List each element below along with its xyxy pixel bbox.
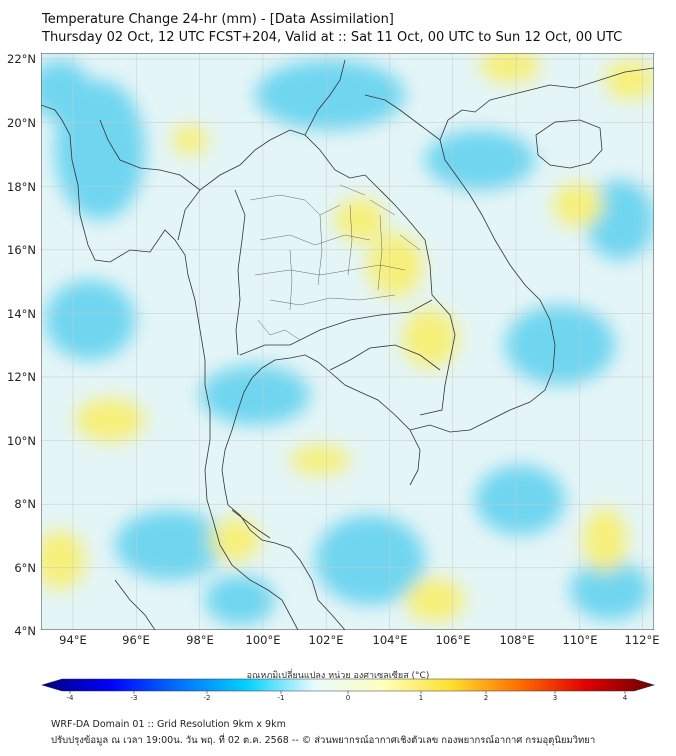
colorbar-tick: 0: [345, 694, 351, 702]
colorbar: [40, 678, 656, 694]
lon-label-104e: 104°E: [372, 633, 408, 647]
lon-label-108e: 108°E: [499, 633, 535, 647]
lat-label-20n: 20°N: [7, 116, 36, 130]
colorbar-tick: -2: [203, 694, 211, 702]
lat-label-6n: 6°N: [14, 561, 36, 575]
lon-label-110e: 110°E: [562, 633, 598, 647]
lon-label-102e: 102°E: [308, 633, 344, 647]
graticule: [41, 53, 654, 630]
lat-label-14n: 14°N: [7, 307, 36, 321]
colorbar-bar: [40, 678, 656, 692]
lat-label-22n: 22°N: [7, 52, 36, 66]
colorbar-tick: 1: [418, 694, 424, 702]
lon-label-100e: 100°E: [245, 633, 281, 647]
lat-label-8n: 8°N: [14, 497, 36, 511]
coastline-and-borders: [41, 59, 654, 630]
map-subtitle: Thursday 02 Oct, 12 UTC FCST+204, Valid …: [42, 30, 623, 45]
lat-label-12n: 12°N: [7, 370, 36, 384]
colorbar-tick: 3: [552, 694, 558, 702]
lon-label-106e: 106°E: [435, 633, 471, 647]
lat-label-10n: 10°N: [7, 434, 36, 448]
colorbar-title: อุณหภูมิเปลี่ยนแปลง หน่วย องศาเซลเซียส (…: [246, 671, 430, 681]
lat-label-18n: 18°N: [7, 180, 36, 194]
colorbar-tick: 4: [622, 694, 628, 702]
colorbar-tick: -1: [277, 694, 285, 702]
footer-model-info: WRF-DA Domain 01 :: Grid Resolution 9km …: [51, 719, 286, 730]
lon-label-98e: 98°E: [186, 633, 214, 647]
colorbar-tick: -4: [66, 694, 74, 702]
colorbar-tick: -3: [130, 694, 138, 702]
map-title: Temperature Change 24-hr (mm) - [Data As…: [42, 12, 394, 27]
lon-label-94e: 94°E: [59, 633, 87, 647]
footer-update-info: ปรับปรุงข้อมูล ณ เวลา 19:00น. วัน พฤ. ที…: [51, 735, 596, 746]
lon-label-96e: 96°E: [122, 633, 150, 647]
lat-label-4n: 4°N: [14, 624, 36, 638]
lon-label-112e: 112°E: [624, 633, 660, 647]
temperature-field: [41, 53, 654, 625]
colorbar-tick: 2: [483, 694, 489, 702]
lat-label-16n: 16°N: [7, 243, 36, 257]
